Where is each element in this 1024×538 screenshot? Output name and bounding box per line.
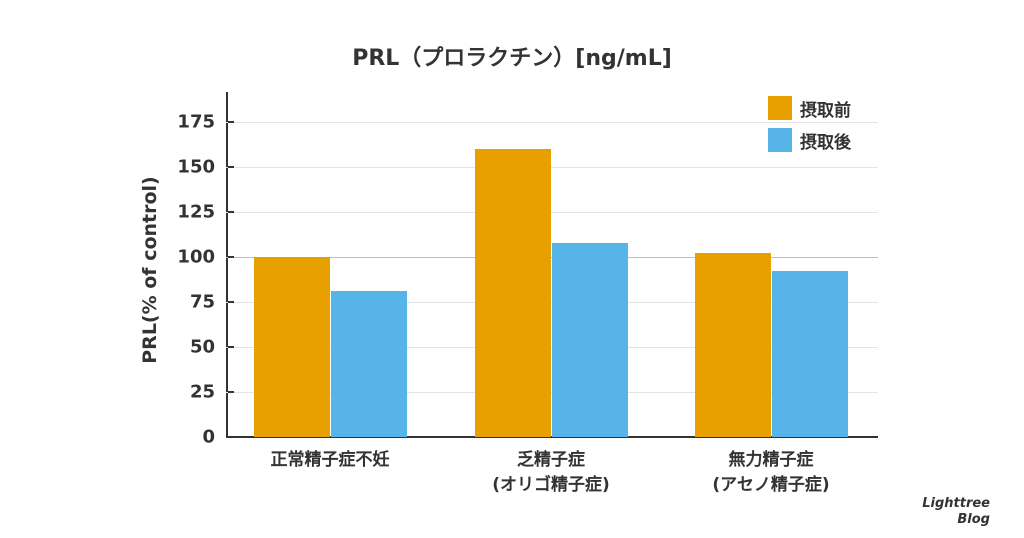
y-tick-label: 100 [177, 246, 215, 268]
y-tick-label: 150 [177, 156, 215, 178]
x-label-2: 無力精子症 (アセノ精子症) [671, 448, 871, 498]
y-axis-line [226, 92, 228, 438]
y-tick [228, 391, 234, 393]
x-label-line: 正常精子症不妊 [270, 450, 390, 470]
bar-after-1 [552, 242, 628, 437]
watermark-line: Lighttree [922, 496, 990, 511]
x-label-line: (オリゴ精子症) [492, 475, 610, 495]
watermark-line: Blog [957, 512, 990, 527]
y-tick [228, 121, 234, 123]
legend-label: 摂取前 [800, 100, 851, 121]
y-tick [228, 166, 234, 168]
legend-swatch-after [768, 128, 792, 152]
x-label-line: 無力精子症 [728, 450, 814, 470]
y-tick [228, 301, 234, 303]
bar-before-2 [695, 253, 771, 437]
x-label-line: (アセノ精子症) [712, 475, 830, 495]
chart-title: PRL（プロラクチン）[ng/mL] [352, 46, 672, 71]
bar-before-1 [475, 149, 551, 437]
legend-label: 摂取後 [800, 132, 851, 153]
gridline [226, 212, 878, 213]
y-tick [228, 436, 234, 438]
x-label-line: 乏精子症 [517, 450, 585, 470]
y-tick-label: 25 [189, 381, 215, 403]
plot-area [226, 92, 878, 438]
legend: 摂取前 摂取後 [768, 92, 851, 156]
watermark: Lighttree Blog [922, 496, 990, 528]
y-tick-label: 75 [189, 291, 215, 313]
bar-before-0 [254, 257, 330, 437]
y-tick-label: 125 [177, 201, 215, 223]
gridline [226, 167, 878, 168]
y-tick [228, 211, 234, 213]
x-label-0: 正常精子症不妊 [230, 448, 430, 473]
legend-item-before: 摂取前 [768, 92, 851, 124]
bar-after-2 [772, 271, 848, 437]
x-axis-line [226, 436, 878, 438]
y-tick-label: 50 [189, 336, 215, 358]
y-tick [228, 346, 234, 348]
x-label-1: 乏精子症 (オリゴ精子症) [451, 448, 651, 498]
y-tick-label: 175 [177, 111, 215, 133]
bar-after-0 [331, 291, 407, 437]
y-tick [228, 256, 234, 258]
gridline [226, 122, 878, 123]
y-tick-label: 0 [202, 426, 215, 448]
legend-swatch-before [768, 96, 792, 120]
legend-item-after: 摂取後 [768, 124, 851, 156]
